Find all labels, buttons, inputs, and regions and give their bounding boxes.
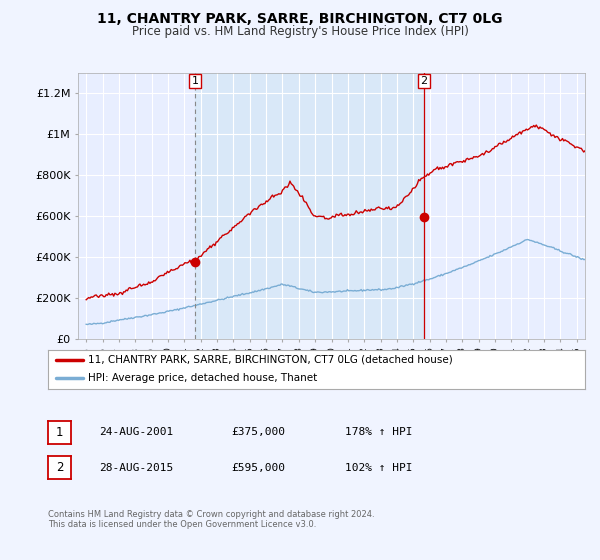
Text: 24-AUG-2001: 24-AUG-2001 [99, 427, 173, 437]
Text: 2: 2 [421, 76, 427, 86]
Text: 1: 1 [191, 76, 199, 86]
Text: HPI: Average price, detached house, Thanet: HPI: Average price, detached house, Than… [88, 373, 317, 383]
Bar [195, 73, 424, 339]
Text: Price paid vs. HM Land Registry's House Price Index (HPI): Price paid vs. HM Land Registry's House … [131, 25, 469, 38]
Text: 178% ↑ HPI: 178% ↑ HPI [345, 427, 413, 437]
Text: 102% ↑ HPI: 102% ↑ HPI [345, 463, 413, 473]
Text: 1: 1 [56, 426, 63, 439]
Text: Contains HM Land Registry data © Crown copyright and database right 2024.
This d: Contains HM Land Registry data © Crown c… [48, 510, 374, 529]
Text: 11, CHANTRY PARK, SARRE, BIRCHINGTON, CT7 0LG: 11, CHANTRY PARK, SARRE, BIRCHINGTON, CT… [97, 12, 503, 26]
Text: £595,000: £595,000 [231, 463, 285, 473]
Text: £375,000: £375,000 [231, 427, 285, 437]
Text: 2: 2 [56, 461, 63, 474]
Text: 28-AUG-2015: 28-AUG-2015 [99, 463, 173, 473]
Text: 11, CHANTRY PARK, SARRE, BIRCHINGTON, CT7 0LG (detached house): 11, CHANTRY PARK, SARRE, BIRCHINGTON, CT… [88, 355, 453, 365]
